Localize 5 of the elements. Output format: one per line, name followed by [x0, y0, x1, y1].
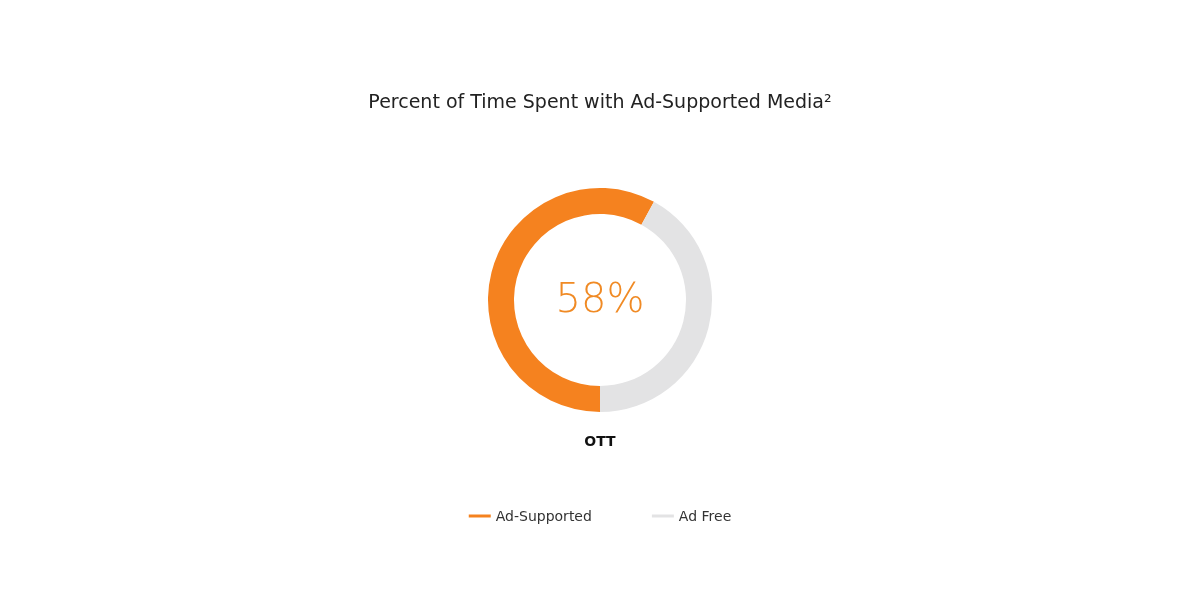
legend-label: Ad Free: [678, 508, 732, 524]
text: 58%: [555, 275, 645, 321]
text: OTT: [584, 433, 617, 449]
chart-title: Percent of Time Spent with Ad-Supported Media²: [368, 89, 832, 112]
legend-label: Ad-Supported: [495, 508, 592, 524]
